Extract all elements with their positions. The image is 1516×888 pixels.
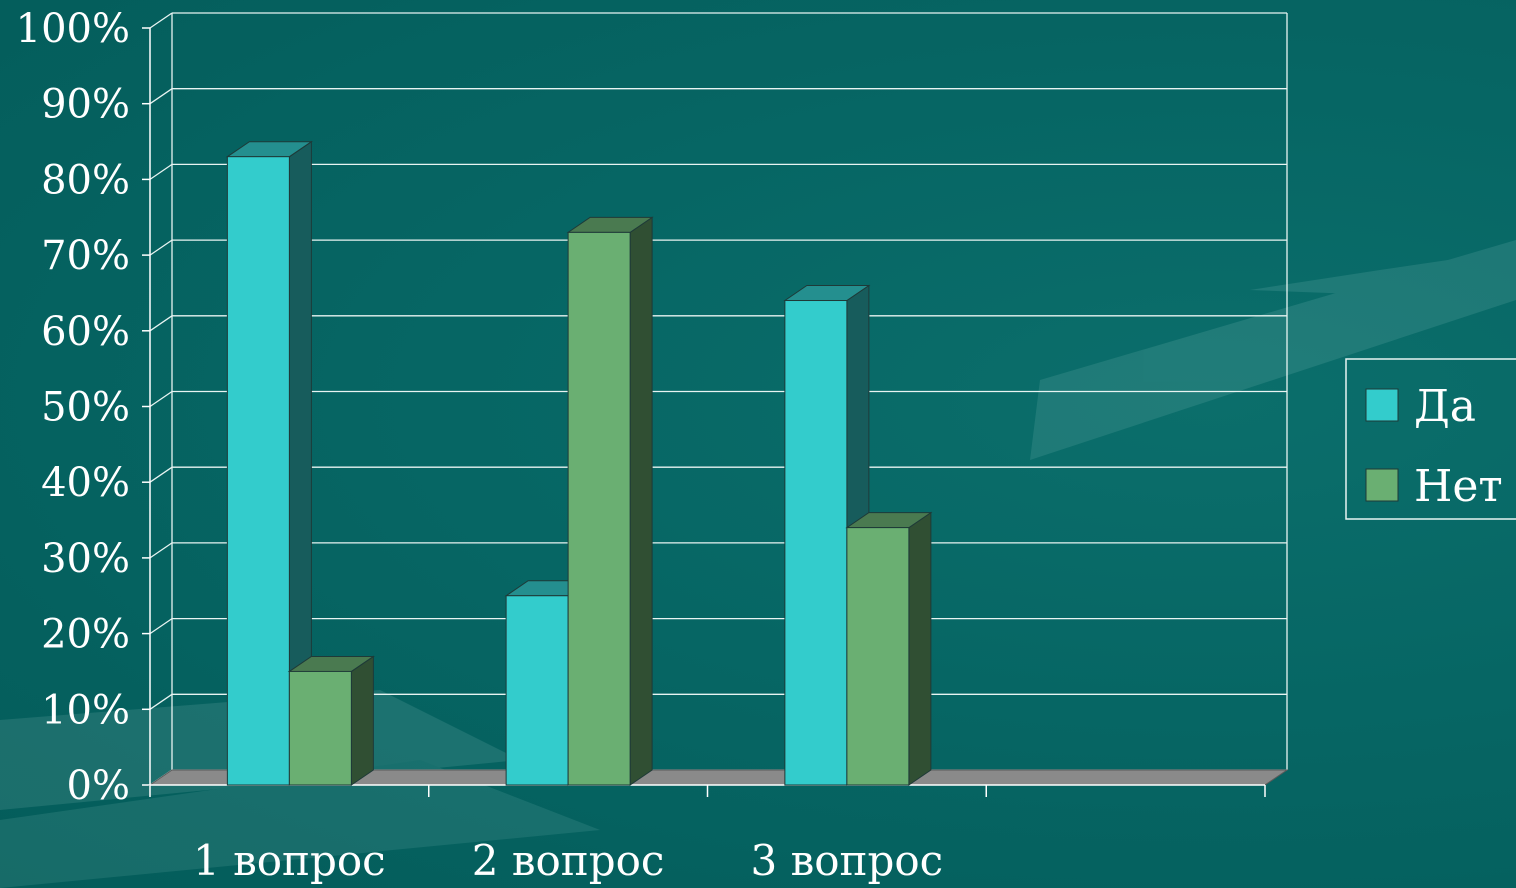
side-gridline xyxy=(149,88,173,105)
y-tick-label: 40% xyxy=(41,460,130,506)
plot-area: 0% 10% 20% 30% 40% 50% 60% 70% 80% 90% 100% 1 вопро… xyxy=(16,6,1289,885)
category-label: 2 вопрос xyxy=(472,836,665,885)
bar-front-face xyxy=(505,595,569,786)
legend-box xyxy=(1345,358,1516,520)
y-tick-label: 60% xyxy=(41,309,130,355)
category-label: 1 вопрос xyxy=(193,836,386,885)
bar-front-face xyxy=(288,670,352,786)
y-tick-label: 50% xyxy=(41,385,130,431)
side-gridline xyxy=(149,315,173,332)
bar-net xyxy=(566,216,654,786)
y-tick-label: 70% xyxy=(41,233,130,279)
y-tick-label: 80% xyxy=(41,157,130,203)
y-tick-label: 0% xyxy=(67,763,130,809)
legend-swatch xyxy=(1365,468,1399,502)
side-gridline xyxy=(149,12,173,29)
legend: Да Нет xyxy=(1345,358,1516,520)
y-tick-label: 10% xyxy=(41,687,130,733)
y-tick-label: 90% xyxy=(41,82,130,128)
bar-front-face xyxy=(567,231,631,786)
y-tick-label: 30% xyxy=(41,536,130,582)
bar-net xyxy=(845,511,933,786)
bar-front-face xyxy=(846,527,910,786)
category-label: 3 вопрос xyxy=(751,836,944,885)
legend-label: Нет xyxy=(1414,461,1503,512)
legend-label: Да xyxy=(1414,381,1476,432)
bar-side-face xyxy=(629,216,653,786)
y-tick-label: 20% xyxy=(41,612,130,658)
side-gridline xyxy=(149,390,173,408)
side-gridline xyxy=(149,542,173,559)
bar-front-face xyxy=(784,300,848,786)
side-gridline xyxy=(149,693,173,710)
side-gridline xyxy=(149,618,173,635)
bar-da xyxy=(225,140,313,786)
bar-net xyxy=(287,655,375,786)
bar-side-face xyxy=(908,511,932,786)
legend-swatch xyxy=(1365,388,1399,422)
bar-front-face xyxy=(226,156,290,786)
side-gridline xyxy=(149,239,173,256)
y-tick-label: 100% xyxy=(16,6,130,52)
bar-side-face xyxy=(350,655,374,786)
side-gridline xyxy=(149,466,173,483)
side-gridline xyxy=(149,163,173,180)
